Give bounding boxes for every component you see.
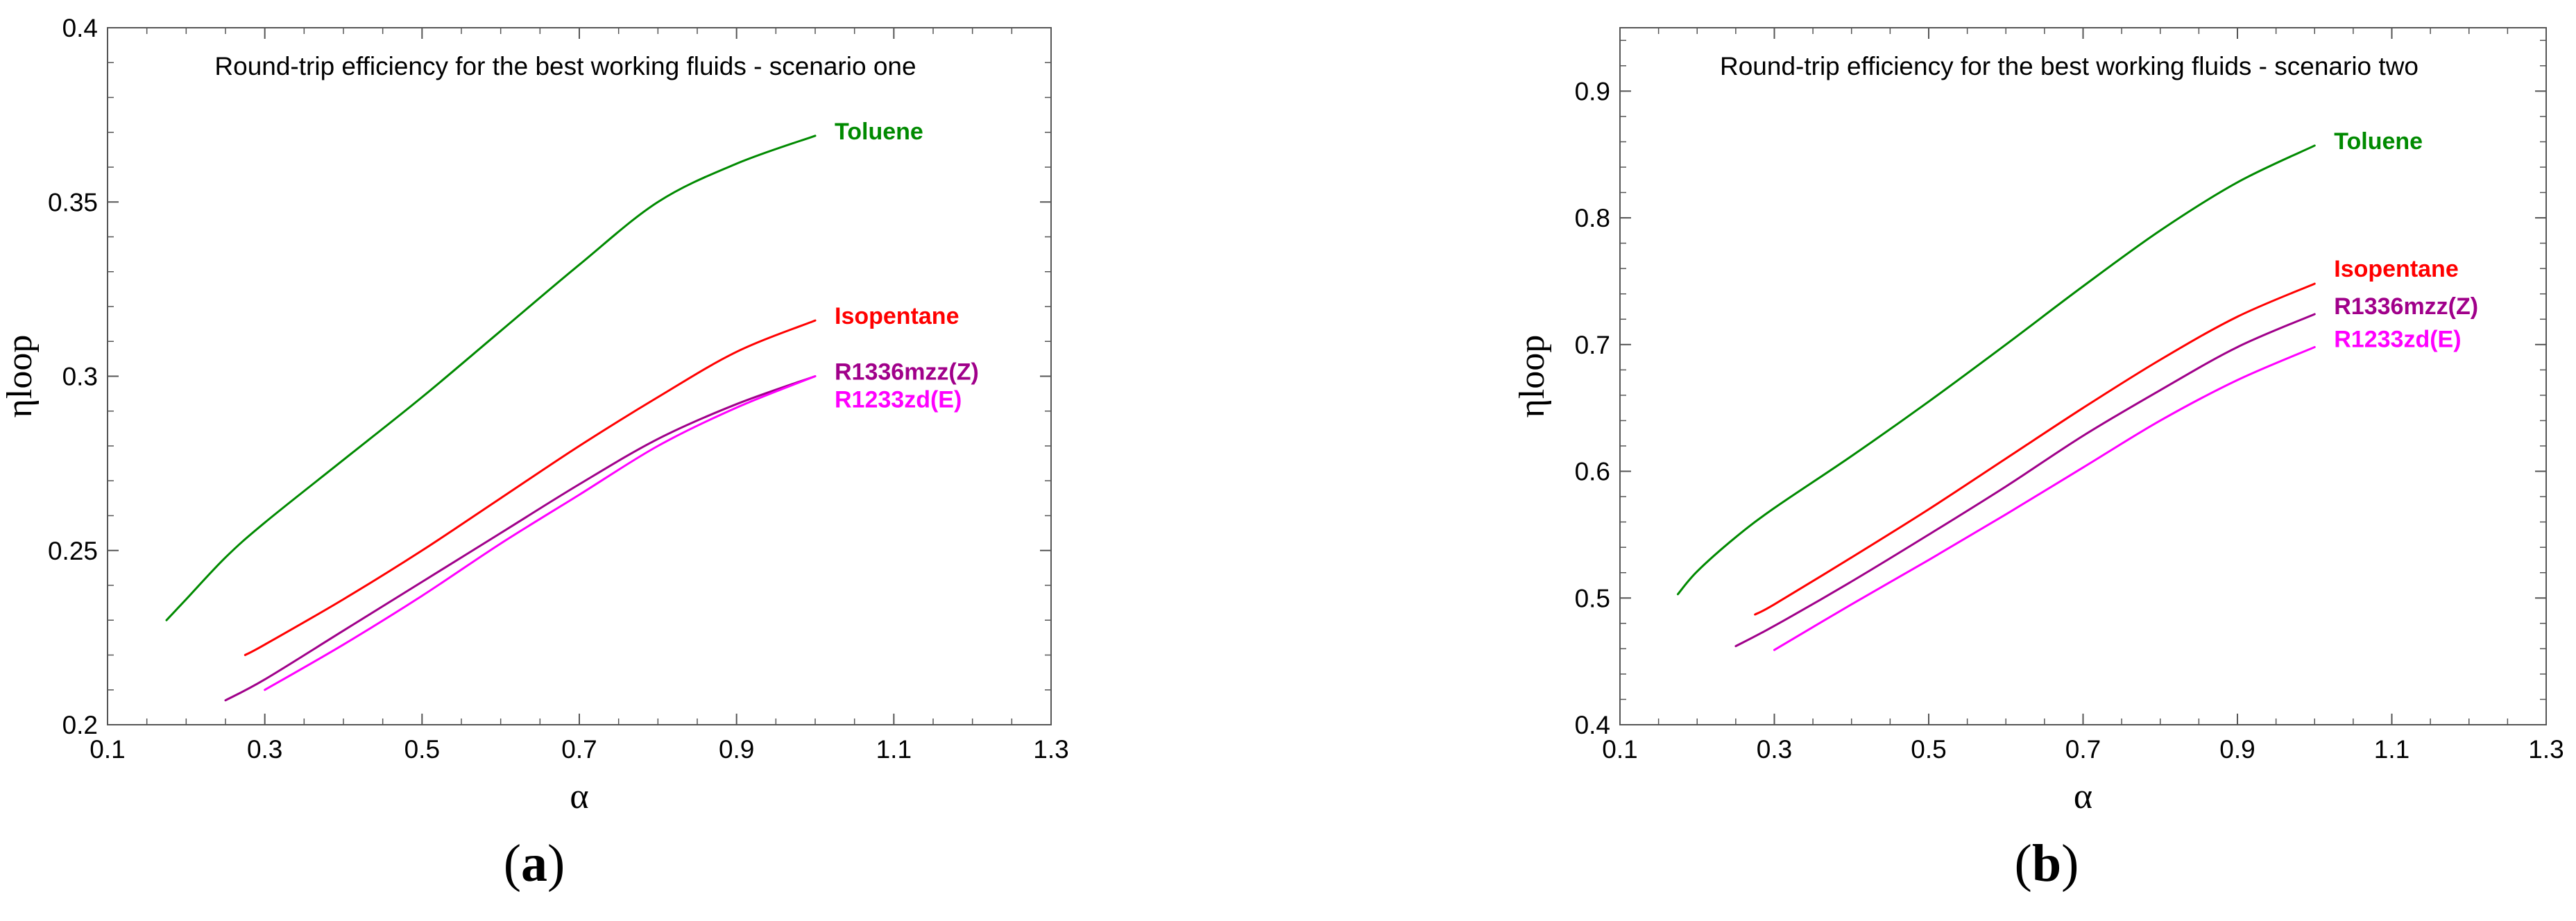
series-line-r1336mzz-z- (1734, 313, 2316, 648)
chart-panel-1: 0.1 0.3 0.5 0.7 0.9 1.1 1.3 0.2 0.25 0.3 0.35 0.4 Ro… (0, 14, 1069, 893)
series-line-isopentane (1754, 282, 2316, 616)
y-tick-label: 0.5 (1575, 584, 1610, 612)
x-tick-label: 1.3 (1033, 735, 1068, 764)
series-label: Isopentane (2334, 256, 2458, 282)
x-tick-label: 1.3 (2528, 735, 2564, 764)
x-axis-label: α (570, 777, 588, 816)
panel-caption: (b) (2015, 834, 2079, 893)
series-line-isopentane (244, 319, 817, 656)
x-tick-label: 0.7 (2065, 735, 2101, 764)
y-tick-label: 0.9 (1575, 77, 1610, 105)
series-line-toluene (1676, 144, 2316, 596)
chart-panel-2: 0.1 0.3 0.5 0.7 0.9 1.1 1.3 0.4 0.5 0.6 0.7 0.8 0.9 R… (1512, 27, 2564, 893)
series-label: R1233zd(E) (2334, 326, 2461, 352)
series-line-r1336mzz-z- (224, 375, 817, 702)
series-line-r1233zd-e- (1773, 345, 2316, 651)
x-tick-label: 0.3 (1757, 735, 1792, 764)
y-tick-label: 0.7 (1575, 331, 1610, 359)
y-tick-label: 0.2 (62, 711, 98, 739)
y-tick-label: 0.4 (1575, 711, 1610, 739)
y-tick-label: 0.25 (48, 537, 98, 565)
series-line-r1233zd-e- (264, 375, 817, 691)
y-tick-label: 0.4 (62, 14, 98, 42)
x-tick-label: 0.3 (247, 735, 282, 764)
panel-caption-letter: a (521, 834, 547, 893)
panel-caption: (a) (504, 834, 565, 893)
chart-title: Round-trip efficiency for the best worki… (214, 52, 916, 80)
x-tick-label: 0.5 (1911, 735, 1946, 764)
x-tick-label: 0.5 (404, 735, 440, 764)
x-tick-label: 1.1 (2374, 735, 2409, 764)
series-label: R1336mzz(Z) (835, 359, 979, 386)
y-tick-label: 0.3 (62, 363, 98, 391)
series-line-toluene (165, 135, 817, 621)
x-tick-label: 0.9 (2219, 735, 2255, 764)
y-tick-label: 0.6 (1575, 458, 1610, 486)
x-tick-label: 0.7 (561, 735, 597, 764)
panel-caption-letter: b (2032, 834, 2061, 893)
x-tick-label: 1.1 (876, 735, 912, 764)
x-tick-label: 0.9 (719, 735, 754, 764)
x-tick-label: 0.1 (89, 735, 125, 764)
series-label: Toluene (2334, 128, 2423, 155)
series-label: R1233zd(E) (835, 387, 962, 413)
y-tick-label: 0.35 (48, 188, 98, 216)
x-axis-label: α (2074, 777, 2092, 816)
y-axis-label: ηloop (1512, 335, 1552, 418)
y-axis-label: ηloop (0, 335, 40, 418)
x-tick-label: 0.1 (1602, 735, 1637, 764)
y-tick-label: 0.8 (1575, 204, 1610, 232)
series-label: Toluene (835, 119, 923, 145)
chart-title: Round-trip efficiency for the best worki… (1720, 52, 2419, 80)
series-label: R1336mzz(Z) (2334, 293, 2478, 320)
series-label: Isopentane (835, 303, 959, 329)
